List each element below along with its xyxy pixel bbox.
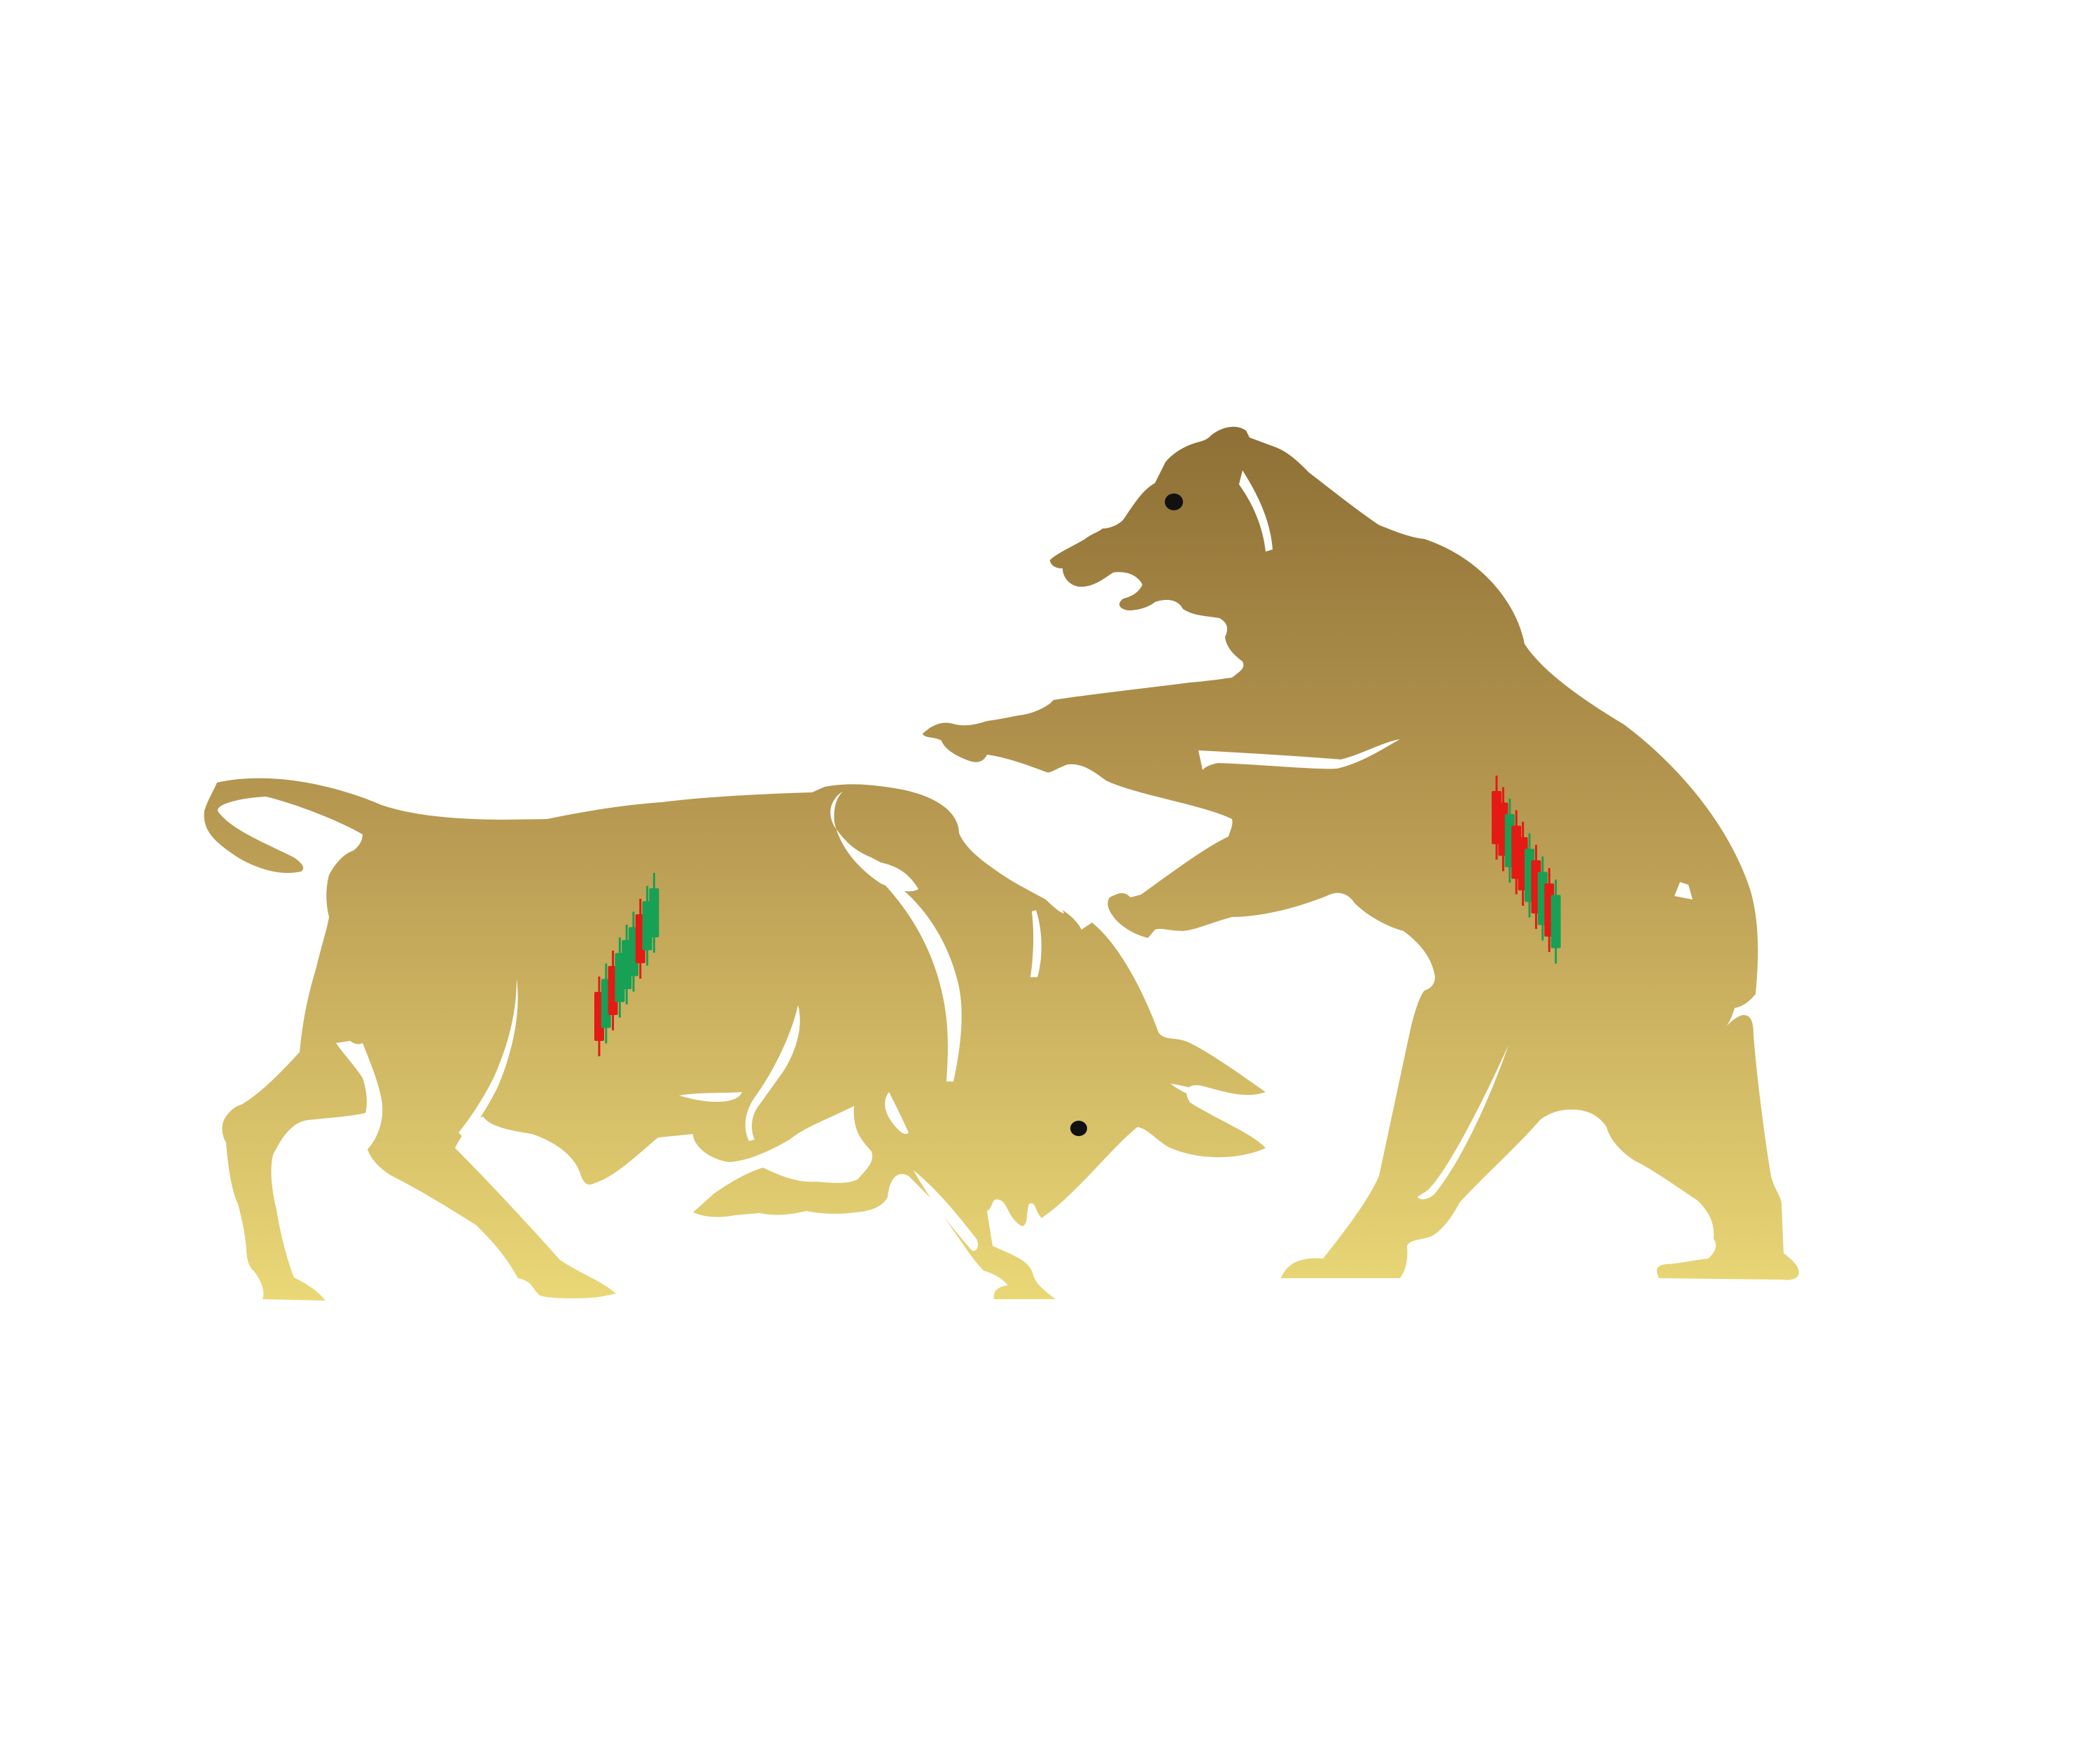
bull-eye [1070, 1121, 1087, 1136]
bull-contour-lines [458, 791, 1253, 1251]
bull-body [204, 778, 1266, 1301]
bull-icon [204, 778, 1266, 1301]
bull-candle [649, 888, 659, 937]
bear-body [923, 426, 1799, 1280]
bear-contour-lines [1198, 470, 1693, 1200]
bear-icon [923, 426, 1799, 1280]
bear-candle [1550, 895, 1561, 948]
bull-candlestick-chart [594, 873, 659, 1056]
bear-candlestick-chart [1492, 776, 1561, 964]
bear-eye [1165, 493, 1183, 510]
